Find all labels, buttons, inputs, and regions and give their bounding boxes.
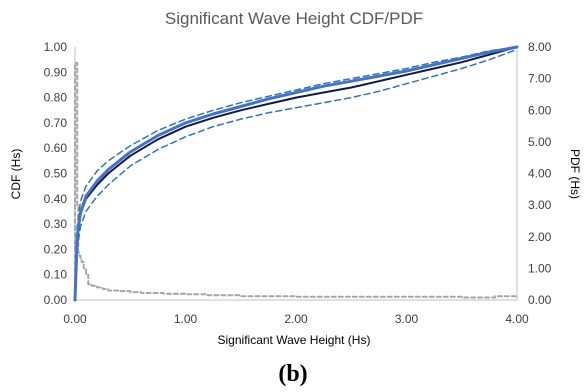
left-tick-label: 0.80 (44, 91, 68, 105)
right-axis-ticks: 0.00 1.00 2.00 3.00 4.00 5.00 6.00 7.00 8.00 (528, 40, 552, 307)
left-tick-label: 0.50 (44, 167, 68, 181)
right-tick-label: 0.00 (528, 293, 552, 307)
right-tick-label: 8.00 (528, 40, 552, 54)
x-tick-label: 1.00 (174, 312, 198, 326)
pdf-series-line (74, 61, 518, 301)
left-tick-label: 0.00 (44, 293, 68, 307)
right-tick-label: 4.00 (528, 167, 552, 181)
chart-title: Significant Wave Height CDF/PDF (165, 9, 423, 28)
right-tick-label: 2.00 (528, 230, 552, 244)
left-axis-ticks: 0.00 0.10 0.20 0.30 0.40 0.50 0.60 0.70 0.80 0.90… (44, 40, 68, 307)
cdf-fitted-line (73, 45, 519, 302)
x-tick-label: 2.00 (284, 312, 308, 326)
left-tick-label: 0.90 (44, 65, 68, 79)
right-tick-label: 5.00 (528, 135, 552, 149)
figure-caption: (b) (278, 361, 307, 387)
left-tick-label: 0.60 (44, 141, 68, 155)
x-tick-label: 4.00 (505, 312, 529, 326)
left-tick-label: 0.70 (44, 116, 68, 130)
left-tick-label: 1.00 (44, 40, 68, 54)
cdf-upper-bound-line (74, 46, 518, 301)
x-tick-label: 0.00 (63, 312, 87, 326)
cdf-lower-bound-line (74, 48, 518, 301)
right-tick-label: 1.00 (528, 261, 552, 275)
right-tick-label: 3.00 (528, 198, 552, 212)
left-tick-label: 0.30 (44, 217, 68, 231)
right-tick-label: 7.00 (528, 72, 552, 86)
plot-series (73, 45, 519, 302)
left-tick-label: 0.20 (44, 242, 68, 256)
x-axis-ticks: 0.00 1.00 2.00 3.00 4.00 (63, 312, 529, 326)
cdf-empirical-line (74, 46, 518, 301)
x-tick-label: 3.00 (395, 312, 419, 326)
left-tick-label: 0.10 (44, 268, 68, 282)
right-tick-label: 6.00 (528, 103, 552, 117)
right-axis-label: PDF (Hs) (568, 149, 582, 199)
left-axis-label: CDF (Hs) (9, 149, 23, 200)
x-axis-label: Significant Wave Height (Hs) (218, 333, 371, 347)
left-tick-label: 0.40 (44, 192, 68, 206)
